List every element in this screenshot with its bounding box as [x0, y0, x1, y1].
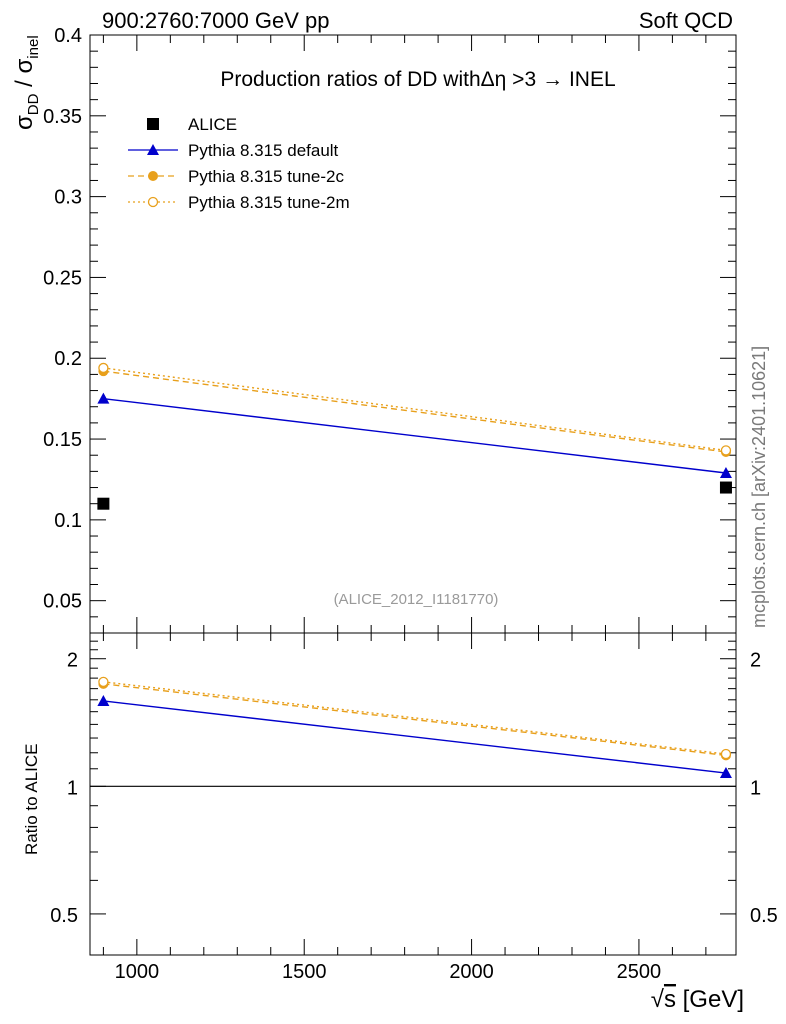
mcplots-side-label: mcplots.cern.ch [arXiv:2401.10621]: [749, 346, 769, 628]
legend-label-alice: ALICE: [188, 115, 237, 134]
main-line-pythia-8-315-default: [103, 397, 727, 474]
ratio-y-tick-label-right: 2: [750, 650, 761, 672]
main-y-tick-label: 0.4: [54, 25, 82, 47]
ratio-line-pythia-8-315-default: [103, 700, 727, 774]
ratio-panel-ticks: 1000 1500 2000 2500 0.5 0.5 1 1 2 2: [50, 633, 778, 983]
ratio-y-tick-label-right: 1: [750, 777, 761, 799]
plot-title: Production ratios of DD withΔη >3 → INEL: [220, 68, 615, 91]
ratio-point-pythia-8-315-tune-2m: [720, 748, 732, 760]
ratio-y-tick-label: 1: [67, 777, 78, 799]
x-axis-label: √s [GeV]: [651, 986, 744, 1013]
main-y-tick-label: 0.15: [43, 429, 82, 451]
legend-marker-alice: [147, 118, 159, 130]
ratio-line-pythia-8-315-tune-2c: [103, 683, 727, 757]
x-tick-label: 2000: [449, 961, 494, 983]
analysis-watermark: (ALICE_2012_I1181770): [334, 591, 499, 608]
ratio-line-pythia-8-315-tune-2m: [103, 681, 727, 755]
legend-label-pythia-8-315-default: Pythia 8.315 default: [188, 141, 339, 160]
main-point-pythia-8-315-tune-2m: [98, 362, 109, 374]
x-tick-label: 2500: [617, 961, 662, 983]
legend-marker-pythia-8-315-tune-2m: [147, 196, 159, 208]
main-y-tick-label: 0.3: [54, 187, 82, 209]
main-point-alice: [97, 497, 110, 510]
main-point-pythia-8-315-default: [719, 466, 732, 478]
main-panel-frame: [89, 34, 737, 634]
ratio-panel-frame: [89, 632, 737, 956]
ratio-y-axis-label: Ratio to ALICE: [22, 743, 41, 855]
legend-label-pythia-8-315-tune-2c: Pythia 8.315 tune-2c: [188, 167, 344, 186]
ratio-y-tick-label-right: 0.5: [750, 905, 778, 927]
ratio-point-pythia-8-315-default: [97, 694, 110, 706]
main-line-pythia-8-315-tune-2c: [103, 370, 727, 453]
main-y-axis-label: σDD / σinel: [11, 35, 42, 130]
legend-marker-pythia-8-315-tune-2c: [148, 171, 158, 181]
x-tick-label: 1500: [282, 961, 327, 983]
ratio-y-tick-label: 2: [67, 650, 78, 672]
main-point-pythia-8-315-tune-2m: [720, 445, 732, 456]
ratio-point-pythia-8-315-default: [719, 767, 732, 779]
ratio-y-tick-label: 0.5: [50, 905, 78, 927]
legend: ALICE Pythia 8.315 default Pythia 8.315 tu…: [128, 115, 350, 212]
main-y-tick-label: 0.25: [43, 267, 82, 289]
main-point-alice: [719, 481, 732, 494]
header-energy-label: 900:2760:7000 GeV pp: [102, 8, 330, 33]
main-panel-series: [97, 362, 732, 510]
ratio-point-pythia-8-315-tune-2m: [98, 676, 109, 687]
main-y-tick-label: 0.05: [43, 591, 82, 613]
main-panel-ticks: 0.05 0.1 0.15 0.2 0.25 0.3 0.35 0.4: [43, 25, 736, 634]
legend-label-pythia-8-315-tune-2m: Pythia 8.315 tune-2m: [188, 193, 350, 212]
x-tick-label: 1000: [115, 961, 160, 983]
header-process-label: Soft QCD: [639, 8, 733, 33]
ratio-panel-series: [97, 676, 732, 779]
legend-marker-pythia-8-315-default: [147, 144, 159, 155]
main-y-tick-label: 0.1: [54, 510, 82, 532]
main-y-tick-label: 0.35: [43, 106, 82, 128]
main-point-pythia-8-315-default: [97, 392, 110, 404]
main-y-tick-label: 0.2: [54, 348, 82, 370]
